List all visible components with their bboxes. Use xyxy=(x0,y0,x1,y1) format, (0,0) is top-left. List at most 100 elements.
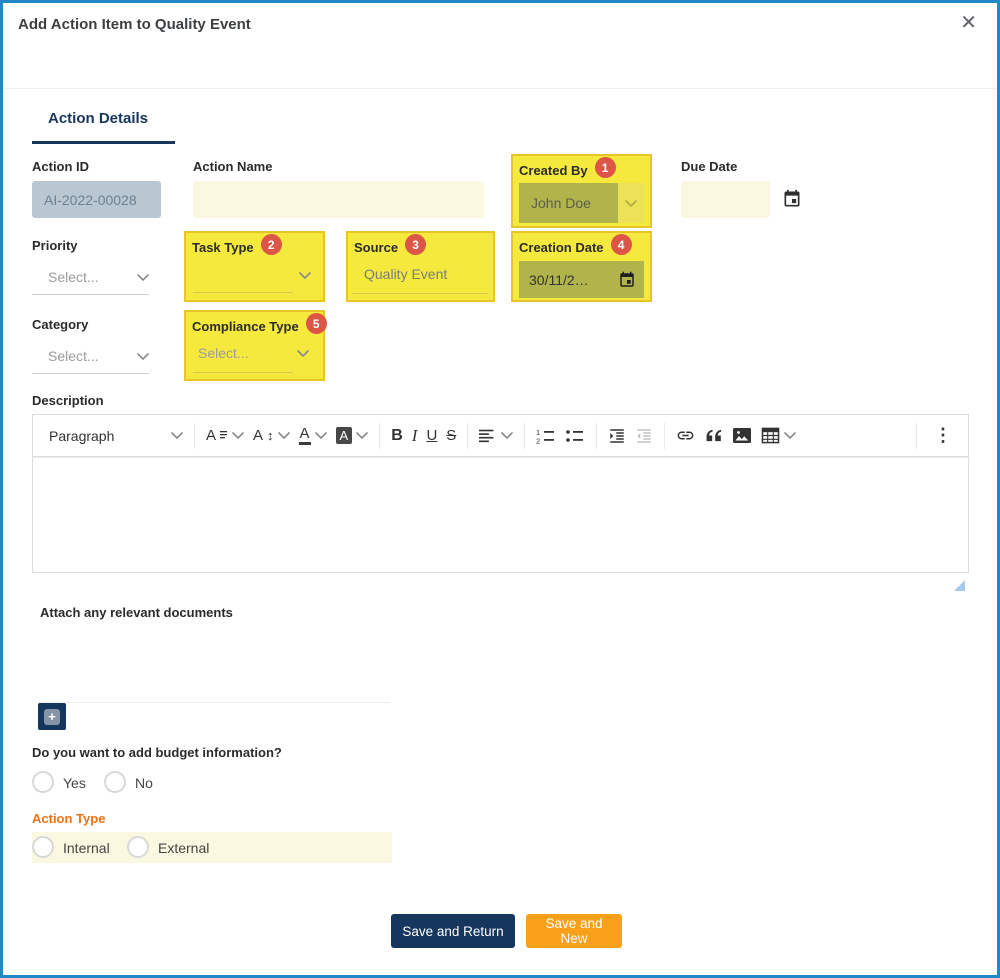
blockquote-button[interactable] xyxy=(704,428,723,443)
font-family-icon xyxy=(220,431,228,439)
creation-date-label: Creation Date xyxy=(519,240,604,255)
priority-label: Priority xyxy=(32,238,78,253)
source-highlight-box: Source 3 Quality Event xyxy=(346,231,495,302)
modal-title: Add Action Item to Quality Event xyxy=(18,16,251,33)
budget-yes-label: Yes xyxy=(63,775,86,791)
font-background-button[interactable]: A xyxy=(335,427,369,444)
alignment-button[interactable] xyxy=(479,428,514,444)
due-date-input[interactable] xyxy=(681,181,770,218)
save-and-return-button[interactable]: Save and Return xyxy=(391,914,515,948)
insert-table-button[interactable] xyxy=(761,427,797,444)
chevron-down-icon xyxy=(356,432,369,439)
chevron-down-icon xyxy=(171,432,183,439)
created-by-select[interactable]: John Doe xyxy=(519,183,644,223)
budget-yes-radio[interactable] xyxy=(32,771,54,793)
compliance-type-select[interactable]: Select... xyxy=(198,345,309,361)
chevron-down-icon xyxy=(297,349,309,357)
strikethrough-button[interactable]: S xyxy=(446,427,457,444)
action-type-group xyxy=(32,832,392,863)
table-icon xyxy=(762,427,780,444)
close-icon[interactable]: ✕ xyxy=(960,12,977,34)
chevron-down-icon xyxy=(314,432,327,439)
blockquote-icon xyxy=(706,429,722,442)
indent-icon xyxy=(610,428,625,443)
add-attachment-button[interactable]: + xyxy=(38,703,66,730)
category-select[interactable]: Select... xyxy=(32,339,149,374)
budget-no-radio[interactable] xyxy=(104,771,126,793)
source-value: Quality Event xyxy=(364,266,448,282)
indent-button[interactable] xyxy=(608,427,626,445)
action-id-label: Action ID xyxy=(32,159,90,174)
font-family-button[interactable]: A xyxy=(206,427,244,444)
resize-handle[interactable] xyxy=(954,580,965,591)
chevron-down-icon xyxy=(232,432,244,439)
paragraph-dropdown[interactable]: Paragraph xyxy=(43,428,183,444)
description-editor: Paragraph A A ↕ A A B xyxy=(32,414,969,573)
created-by-highlight-box: Created By 1 John Doe xyxy=(511,154,652,228)
align-left-icon xyxy=(479,429,494,442)
chevron-down-icon xyxy=(501,432,514,439)
source-label: Source xyxy=(354,240,399,255)
compliance-type-highlight-box: Compliance Type 5 Select... xyxy=(184,310,327,381)
italic-button[interactable]: I xyxy=(411,425,418,445)
action-type-label: Action Type xyxy=(32,811,106,826)
action-type-external-label: External xyxy=(158,840,210,856)
task-type-highlight-box: Task Type 2 xyxy=(184,231,325,302)
attachments-divider xyxy=(38,702,390,703)
annotation-badge-1: 1 xyxy=(594,157,616,178)
chevron-down-icon xyxy=(137,273,149,281)
insert-image-button[interactable] xyxy=(732,427,752,445)
font-size-arrows-icon: ↕ xyxy=(267,428,274,443)
toolbar-overflow-button[interactable]: ⋮ xyxy=(934,425,952,445)
font-size-button[interactable]: A ↕ xyxy=(253,427,290,444)
outdent-button[interactable] xyxy=(635,427,653,445)
created-by-label: Created By xyxy=(519,163,588,178)
svg-text:2: 2 xyxy=(536,436,540,444)
category-label: Category xyxy=(32,317,89,332)
task-type-label: Task Type xyxy=(192,240,254,255)
calendar-icon xyxy=(620,271,634,287)
creation-date-highlight-box: Creation Date 4 30/11/2… xyxy=(511,231,652,302)
annotation-badge-4: 4 xyxy=(610,234,632,255)
budget-question-label: Do you want to add budget information? xyxy=(32,745,282,760)
bold-button[interactable]: B xyxy=(391,426,403,444)
attachments-label: Attach any relevant documents xyxy=(40,605,233,620)
calendar-icon[interactable] xyxy=(782,189,802,214)
chevron-down-icon xyxy=(784,432,797,439)
save-and-new-button[interactable]: Save and New xyxy=(526,914,622,948)
plus-icon: + xyxy=(44,708,60,725)
action-type-internal-radio[interactable] xyxy=(32,836,54,858)
image-icon xyxy=(733,427,752,443)
action-name-input[interactable] xyxy=(193,181,484,218)
budget-no-label: No xyxy=(135,775,153,791)
description-label: Description xyxy=(32,393,104,408)
due-date-label: Due Date xyxy=(681,159,738,174)
font-color-button[interactable]: A xyxy=(298,425,327,446)
numbered-list-icon: 12 xyxy=(536,428,555,444)
underline-button[interactable]: U xyxy=(426,427,438,444)
annotation-badge-2: 2 xyxy=(260,234,282,255)
editor-toolbar: Paragraph A A ↕ A A B xyxy=(32,414,969,457)
bulleted-list-icon xyxy=(566,429,584,442)
annotation-badge-3: 3 xyxy=(405,234,427,255)
tab-action-details[interactable]: Action Details xyxy=(48,110,149,127)
priority-select[interactable]: Select... xyxy=(32,260,149,295)
task-type-select[interactable] xyxy=(299,266,311,284)
action-type-external-radio[interactable] xyxy=(127,836,149,858)
outdent-icon xyxy=(637,428,652,443)
creation-date-input[interactable]: 30/11/2… xyxy=(519,261,644,298)
action-id-field: AI-2022-00028 xyxy=(32,181,161,218)
chevron-down-icon xyxy=(618,183,644,223)
chevron-down-icon xyxy=(137,352,149,360)
description-editor-content[interactable] xyxy=(32,457,969,573)
header-divider xyxy=(3,88,997,89)
chevron-down-icon xyxy=(299,272,311,279)
tab-active-underline xyxy=(32,141,175,144)
link-button[interactable] xyxy=(676,426,695,445)
bulleted-list-button[interactable] xyxy=(565,428,585,444)
svg-text:1: 1 xyxy=(536,428,540,437)
chevron-down-icon xyxy=(277,432,290,439)
link-icon xyxy=(677,431,694,440)
